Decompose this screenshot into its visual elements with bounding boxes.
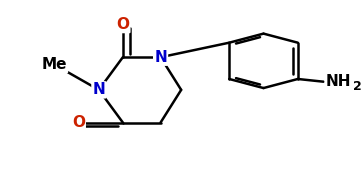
Text: 2: 2 bbox=[353, 80, 362, 93]
Text: O: O bbox=[117, 17, 129, 32]
Text: N: N bbox=[93, 82, 105, 97]
Text: NH: NH bbox=[325, 74, 351, 89]
Text: O: O bbox=[72, 115, 85, 130]
Text: Me: Me bbox=[41, 57, 67, 72]
Text: N: N bbox=[154, 50, 167, 65]
